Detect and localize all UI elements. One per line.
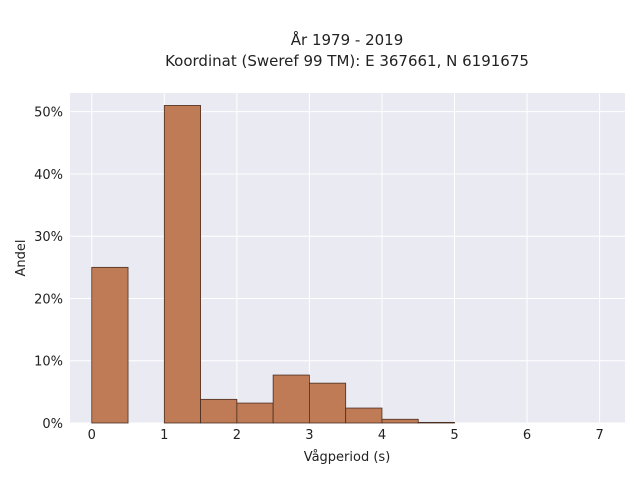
x-axis-label: Vågperiod (s) [304, 450, 391, 465]
histogram-bar [200, 398, 238, 424]
y-tick-label: 30% [34, 230, 63, 245]
histogram-bar [381, 418, 419, 424]
grid-lines [70, 93, 625, 424]
histogram-bar [91, 266, 129, 424]
x-tick-label: 7 [595, 428, 603, 443]
histogram-bar [236, 402, 274, 424]
y-tick-label: 40% [34, 168, 63, 183]
x-tick-label: 4 [378, 428, 386, 443]
histogram-bars [91, 105, 455, 424]
x-tick-label: 0 [88, 428, 96, 443]
x-tick-label: 6 [523, 428, 531, 443]
x-tick-label: 3 [305, 428, 313, 443]
y-tick-label: 10% [34, 355, 63, 370]
y-tick-label: 0% [42, 417, 63, 432]
y-tick-label: 50% [34, 106, 63, 121]
chart-title-line1: År 1979 - 2019 [291, 30, 404, 49]
x-tick-label: 5 [450, 428, 458, 443]
histogram-bar [417, 421, 455, 424]
x-tick-label: 1 [160, 428, 168, 443]
y-axis-ticks: 0% 10% 20% 30% 40% 50% [34, 106, 63, 432]
histogram-bar [272, 374, 310, 424]
x-tick-label: 2 [233, 428, 241, 443]
y-tick-label: 20% [34, 292, 63, 307]
y-axis-label: Andel [14, 240, 29, 277]
histogram-bar [163, 105, 201, 424]
x-axis-ticks: 0 1 2 3 4 5 6 7 [88, 428, 604, 443]
histogram-bar [345, 407, 383, 424]
histogram-bar [309, 382, 347, 424]
chart-title-line2: Koordinat (Sweref 99 TM): E 367661, N 61… [165, 52, 529, 70]
plot-area [70, 93, 625, 423]
